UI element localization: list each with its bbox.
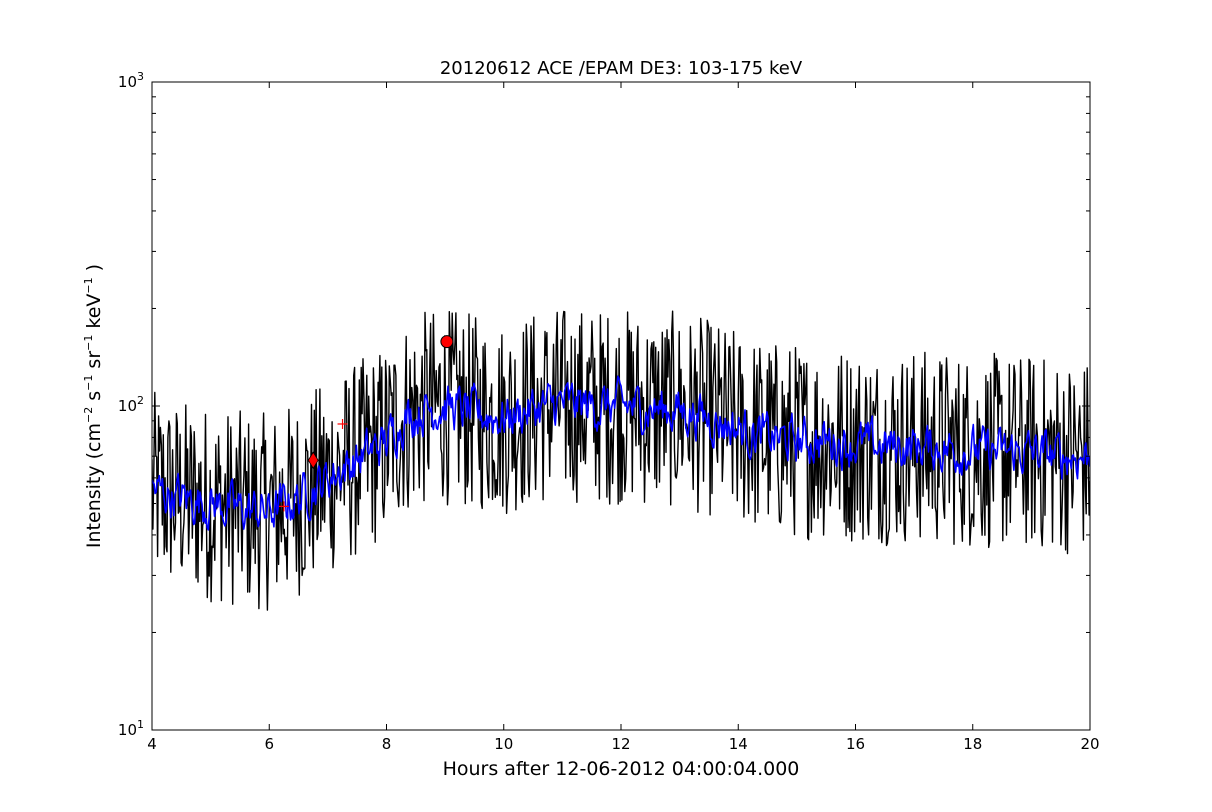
series-line-1 <box>152 310 1090 611</box>
x-tick-label: 6 <box>264 735 274 753</box>
x-tick-label: 10 <box>494 735 513 753</box>
marker-plus-3 <box>278 501 289 512</box>
marker-diamond <box>307 451 319 470</box>
y-label-sup3: −1 <box>82 335 95 351</box>
y-label-prefix: Intensity (cm <box>83 423 105 548</box>
x-tick-label: 4 <box>147 735 157 753</box>
y-label-sup2: −1 <box>82 375 95 391</box>
x-tick-label: 14 <box>729 735 748 753</box>
x-tick-label: 18 <box>963 735 982 753</box>
y-label-mid2: sr <box>83 351 105 375</box>
y-label-sup1: −2 <box>82 407 95 423</box>
x-tick-label: 8 <box>382 735 392 753</box>
x-axis: 4 6 8 10 12 14 16 18 20 <box>147 82 1100 753</box>
y-label-mid1: s <box>83 391 105 407</box>
plot-area <box>152 310 1090 611</box>
y-tick-label: 103 <box>118 70 144 91</box>
y-axis: 101 102 103 <box>118 70 1090 739</box>
x-axis-label: Hours after 12-06-2012 04:00:04.000 <box>443 758 800 780</box>
marker-plus-2 <box>337 418 348 429</box>
y-tick-label: 101 <box>118 718 144 739</box>
y-tick-label: 102 <box>118 394 144 415</box>
x-tick-label: 16 <box>846 735 865 753</box>
chart-title: 20120612 ACE /EPAM DE3: 103-175 keV <box>440 58 803 79</box>
y-axis-label: Intensity (cm−2 s−1 sr−1 keV−1 ) <box>82 264 105 548</box>
x-tick-label: 20 <box>1080 735 1099 753</box>
y-label-sup4: −1 <box>82 277 95 293</box>
series-line-2 <box>152 375 1090 531</box>
y-label-suffix: ) <box>83 264 105 277</box>
x-tick-label: 12 <box>611 735 630 753</box>
y-label-mid3: keV <box>83 294 105 335</box>
marker-circle <box>440 335 454 349</box>
